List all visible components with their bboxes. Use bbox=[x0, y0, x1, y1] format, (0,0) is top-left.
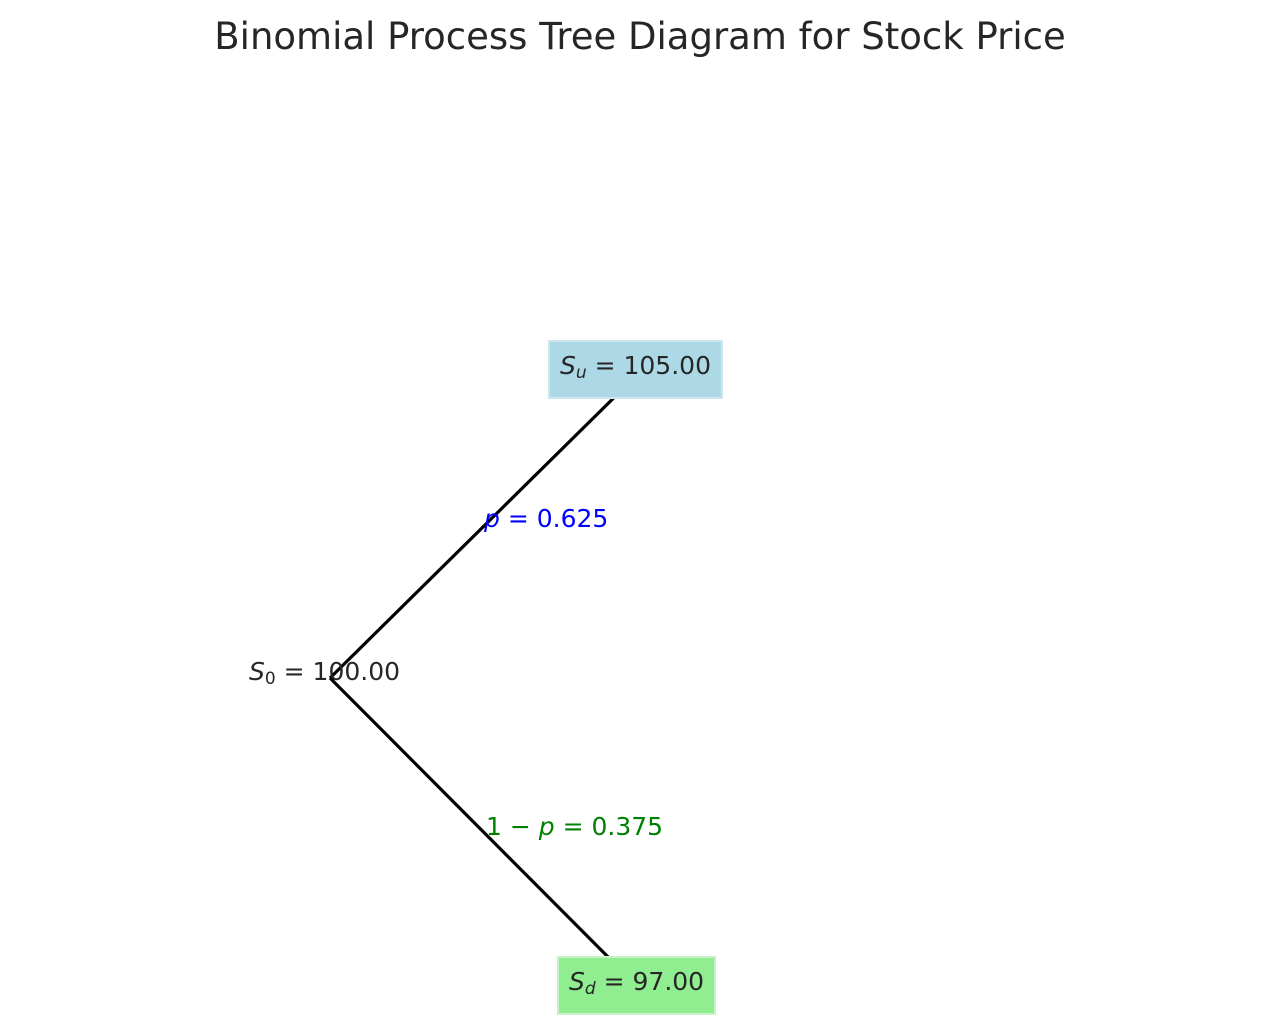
node-up-value: 105.00 bbox=[623, 351, 711, 380]
node-down-value: 97.00 bbox=[632, 967, 705, 996]
probability-up-value: 0.625 bbox=[536, 504, 609, 533]
node-up-symbol: S bbox=[560, 351, 576, 380]
node-up-equals: = bbox=[586, 351, 624, 380]
probability-up-label: p = 0.625 bbox=[484, 504, 608, 534]
probability-up-equals: = bbox=[499, 504, 537, 533]
edge-down bbox=[328, 676, 639, 988]
probability-down-prefix: 1 − bbox=[486, 812, 539, 841]
probability-down-equals: = bbox=[554, 812, 592, 841]
node-down-equals: = bbox=[595, 967, 633, 996]
node-root-subscript: 0 bbox=[264, 669, 276, 689]
diagram-title: Binomial Process Tree Diagram for Stock … bbox=[214, 15, 1066, 58]
node-down-symbol: S bbox=[569, 967, 585, 996]
probability-down-symbol: p bbox=[538, 812, 555, 841]
node-root-symbol: S bbox=[249, 657, 265, 686]
node-root: S0 = 100.00 bbox=[249, 657, 400, 694]
node-root-value: 100.00 bbox=[312, 657, 401, 686]
node-down: Sd = 97.00 bbox=[557, 956, 717, 1015]
node-down-subscript: d bbox=[584, 979, 596, 999]
edge-up bbox=[328, 369, 643, 680]
probability-down-value: 0.375 bbox=[591, 812, 664, 841]
probability-down-label: 1 − p = 0.375 bbox=[486, 812, 663, 842]
node-up: Su = 105.00 bbox=[548, 340, 723, 399]
probability-up-symbol: p bbox=[484, 504, 500, 533]
node-root-equals: = bbox=[275, 657, 313, 686]
node-up-subscript: u bbox=[575, 363, 587, 383]
